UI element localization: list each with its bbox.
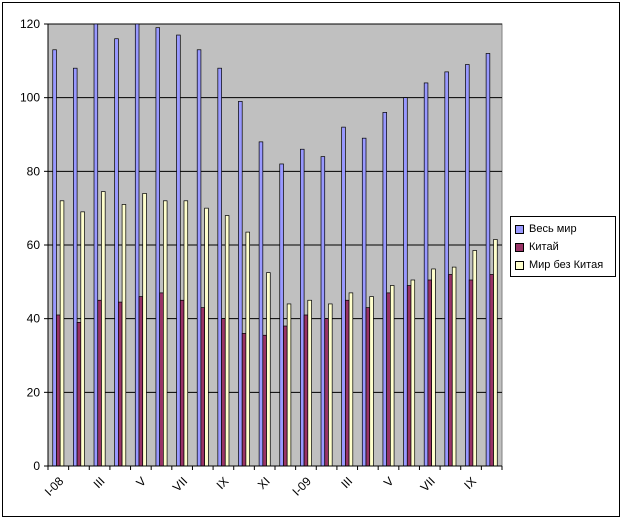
bar-1: [73, 67, 78, 467]
bar-2: [200, 307, 205, 467]
x-tick-label: I-08: [42, 474, 67, 499]
x-tick-label: I-09: [289, 474, 314, 499]
bar-2: [406, 285, 412, 467]
bar-1: [134, 23, 140, 467]
bar-1: [361, 137, 367, 467]
bar-3: [493, 239, 498, 467]
bar-1: [114, 38, 119, 467]
bar-2: [324, 318, 329, 467]
bar-3: [59, 200, 65, 467]
bar-3: [204, 207, 209, 467]
bar-3: [121, 204, 127, 467]
x-tick-label: V: [381, 474, 397, 490]
bar-1: [176, 34, 181, 467]
bar-1: [155, 27, 160, 467]
bar-3: [328, 303, 333, 467]
y-tick-label: 60: [27, 238, 41, 252]
bar-1: [279, 163, 284, 467]
bar-2: [365, 307, 371, 467]
bar-2: [221, 318, 226, 467]
bar-2: [345, 299, 350, 467]
bar-3: [142, 193, 147, 467]
legend-label-series-2: Китай: [529, 241, 559, 253]
bar-3: [286, 303, 292, 467]
bar-2: [159, 292, 164, 467]
legend-label-series-1: Весь мир: [529, 223, 577, 235]
bar-1: [93, 23, 99, 467]
bar-3: [307, 299, 312, 467]
legend-swatch-series-1: [515, 224, 524, 234]
y-tick-label: 20: [27, 385, 41, 399]
bar-2: [303, 314, 309, 467]
bar-2: [427, 279, 432, 467]
x-tick-label: VII: [170, 474, 190, 494]
legend: Весь мир Китай Мир без Китая: [510, 216, 616, 277]
bar-3: [245, 231, 250, 467]
bar-1: [485, 53, 491, 467]
x-tick-label: III: [338, 474, 355, 491]
chart-frame: 0 20 40 60 80 100 120 I-08 III V VII IX XI I-09 III V VI…: [2, 2, 620, 517]
bar-3: [183, 200, 189, 467]
y-tick-label: 100: [20, 91, 40, 105]
bar-2: [448, 274, 453, 467]
bar-chart: 0 20 40 60 80 100 120 I-08 III V VII IX XI I-09 III V VI…: [20, 17, 503, 499]
bar-3: [163, 200, 168, 467]
legend-swatch-series-3: [515, 260, 524, 270]
legend-item-series-2: Китай: [515, 238, 611, 256]
bar-1: [423, 82, 429, 467]
bar-2: [468, 279, 474, 467]
y-tick-label: 80: [27, 164, 41, 178]
y-tick-label: 120: [20, 17, 40, 31]
legend-label-series-3: Мир без Китая: [529, 259, 604, 271]
x-tick-label: IX: [461, 474, 479, 492]
bar-3: [431, 268, 436, 467]
bar-2: [76, 322, 82, 467]
y-tick-label: 40: [27, 312, 41, 326]
x-tick-label: III: [91, 474, 108, 491]
bar-1: [238, 100, 243, 467]
bar-3: [410, 279, 416, 467]
bar-1: [341, 126, 346, 467]
bar-3: [101, 191, 106, 467]
bar-2: [179, 299, 185, 467]
legend-item-series-1: Весь мир: [515, 220, 611, 238]
bar-1: [300, 148, 305, 467]
bar-2: [283, 325, 288, 467]
bar-3: [80, 211, 85, 467]
bar-3: [472, 250, 477, 467]
x-tick-label: IX: [214, 474, 232, 492]
bar-3: [348, 292, 354, 467]
bar-2: [489, 274, 494, 467]
x-tick-label: XI: [255, 474, 273, 492]
bar-3: [390, 285, 395, 467]
bar-2: [56, 314, 61, 467]
bar-2: [241, 333, 247, 467]
bar-2: [97, 299, 102, 467]
bar-1: [196, 49, 202, 467]
bar-3: [369, 296, 374, 467]
bar-3: [451, 266, 457, 467]
bar-1: [320, 156, 326, 467]
bar-1: [444, 71, 449, 467]
bar-3: [266, 272, 271, 467]
bar-2: [262, 334, 267, 467]
bar-2: [386, 292, 391, 467]
legend-swatch-series-2: [515, 242, 524, 252]
x-tick-label: VII: [418, 474, 438, 494]
bar-2: [138, 296, 144, 467]
legend-item-series-3: Мир без Китая: [515, 256, 611, 274]
bar-1: [382, 112, 387, 467]
y-tick-label: 0: [33, 459, 40, 473]
bar-1: [465, 64, 470, 467]
bar-1: [52, 49, 57, 467]
bar-3: [224, 215, 230, 467]
bar-2: [118, 301, 123, 467]
bar-1: [258, 141, 264, 467]
bar-1: [403, 97, 408, 467]
bar-1: [217, 67, 222, 467]
x-tick-label: V: [133, 474, 149, 490]
